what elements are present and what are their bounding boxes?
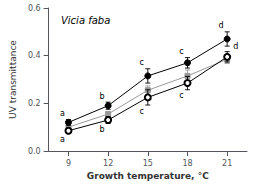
svg-text:0.4: 0.4 [28,51,41,60]
svg-text:c: c [140,107,144,116]
svg-text:c: c [179,91,183,100]
svg-text:Growth temperature, °C: Growth temperature, °C [87,171,209,181]
svg-text:0.2: 0.2 [28,99,41,108]
svg-text:0.0: 0.0 [28,147,41,156]
svg-text:9: 9 [66,159,71,168]
svg-text:d: d [219,21,224,30]
svg-text:b: b [100,125,105,134]
svg-text:b: b [100,92,105,101]
svg-text:c: c [140,58,144,67]
svg-text:0.6: 0.6 [28,4,41,13]
svg-text:UV transmittance: UV transmittance [8,40,18,119]
svg-text:a: a [60,135,65,144]
svg-text:Vicia faba: Vicia faba [61,15,110,26]
svg-text:c: c [179,47,183,56]
svg-text:12: 12 [103,159,113,168]
svg-text:21: 21 [222,159,232,168]
svg-text:a: a [60,109,65,118]
svg-text:18: 18 [182,159,192,168]
svg-text:15: 15 [143,159,153,168]
svg-text:d: d [233,42,238,51]
